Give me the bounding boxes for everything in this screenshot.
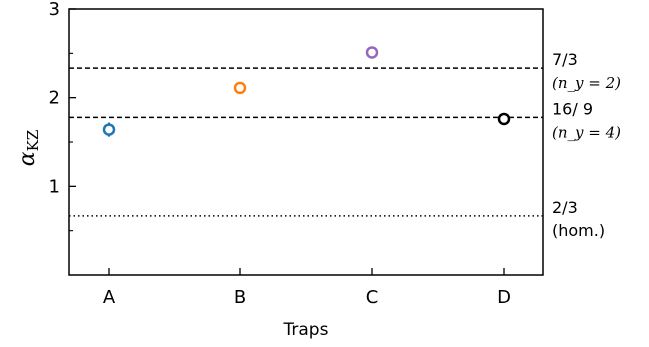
y-axis-title-symbol: α	[15, 151, 40, 166]
axes-frame	[68, 8, 544, 276]
y-axis: 1 2 3	[49, 0, 76, 232]
reference-sublabel: (hom.)	[552, 221, 605, 240]
y-tick-label: 2	[49, 88, 60, 109]
x-tick-label: D	[497, 287, 511, 308]
reference-label: 2/3	[552, 198, 578, 217]
x-tick-label: A	[103, 287, 116, 308]
reference-lines: 7/3 (n_y = 2) 16/ 9 (n_y = 4) 2/3 (hom.)	[69, 50, 621, 240]
reference-sublabel: (n_y = 2)	[552, 74, 621, 92]
data-point	[497, 112, 511, 126]
data-point	[365, 46, 379, 59]
x-tick-label: B	[234, 287, 246, 308]
y-tick-label: 3	[49, 0, 60, 20]
reference-label: 7/3	[552, 50, 578, 69]
data-point	[233, 81, 247, 95]
x-axis: A B C D	[103, 268, 511, 308]
data-points	[102, 46, 511, 137]
reference-label: 16/ 9	[552, 99, 593, 118]
y-axis-title: αKZ	[15, 130, 42, 167]
x-axis-title: Traps	[283, 320, 329, 340]
y-tick-label: 1	[49, 176, 60, 197]
x-tick-label: C	[366, 287, 379, 308]
data-point	[102, 123, 116, 136]
reference-sublabel: (n_y = 4)	[552, 123, 621, 141]
y-axis-title-subscript: KZ	[24, 130, 42, 152]
